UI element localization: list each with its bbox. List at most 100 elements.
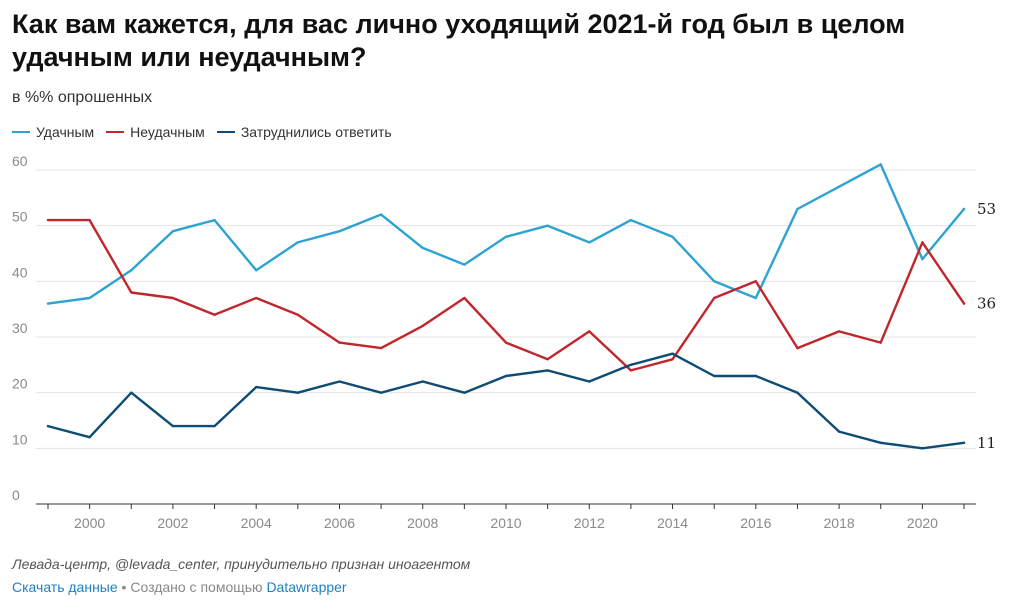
end-label-hard-to-say: 11 <box>977 434 996 452</box>
legend: Удачным Неудачным Затруднились ответить <box>12 124 392 140</box>
legend-label-successful: Удачным <box>36 124 95 140</box>
data-point-successful-1999 <box>46 302 50 305</box>
data-point-successful-2009 <box>463 263 466 266</box>
data-point-successful-2020 <box>921 257 924 261</box>
data-point-unsuccessful-2008 <box>421 324 424 328</box>
legend-label-unsuccessful: Неудачным <box>130 124 205 140</box>
x-tick-label-2020: 2020 <box>907 515 938 531</box>
data-point-unsuccessful-2012 <box>588 330 591 333</box>
data-point-successful-2001 <box>130 269 133 272</box>
legend-item-hard-to-say: Затруднились ответить <box>216 124 392 140</box>
data-point-successful-2011 <box>546 224 549 227</box>
line-chart: 0 10 20 30 40 50 60 2000 2002 2004 2006 2008 2010 201… <box>12 153 996 531</box>
x-tick-label-2002: 2002 <box>157 515 188 531</box>
data-point-hard-to-say-2003 <box>213 424 216 428</box>
made-with-text: Создано с помощью <box>130 579 263 595</box>
data-point-unsuccessful-2001 <box>130 291 133 294</box>
data-point-hard-to-say-2010 <box>504 374 508 378</box>
y-tick-label-50: 50 <box>12 209 28 225</box>
source-note: Левада-центр, @levada_center, принудител… <box>12 556 471 572</box>
data-point-unsuccessful-2016 <box>754 280 758 283</box>
data-point-successful-2000 <box>88 296 91 300</box>
data-point-unsuccessful-2006 <box>338 341 341 344</box>
data-point-unsuccessful-2000 <box>88 218 91 222</box>
data-point-hard-to-say-2004 <box>254 385 258 389</box>
legend-swatch-unsuccessful <box>106 131 125 133</box>
data-point-unsuccessful-2017 <box>796 346 799 350</box>
x-tick-label-2006: 2006 <box>324 515 355 531</box>
data-point-unsuccessful-2020 <box>921 241 924 244</box>
x-tick-label-2016: 2016 <box>740 515 771 531</box>
data-point-successful-2013 <box>629 218 633 222</box>
y-tick-label-20: 20 <box>12 376 28 392</box>
series-line-successful <box>46 163 966 305</box>
download-data-link[interactable]: Скачать данные <box>12 579 118 595</box>
data-point-successful-2008 <box>421 246 424 250</box>
data-point-successful-2019 <box>879 163 882 166</box>
data-point-hard-to-say-2021 <box>962 441 966 444</box>
y-tick-label-60: 60 <box>12 153 28 169</box>
x-tick-label-2000: 2000 <box>74 515 105 531</box>
end-label-successful: 53 <box>977 200 996 218</box>
data-point-hard-to-say-2009 <box>463 391 466 394</box>
data-point-successful-2007 <box>379 213 383 216</box>
data-point-hard-to-say-2018 <box>837 430 841 433</box>
data-point-successful-2003 <box>213 218 216 222</box>
data-point-unsuccessful-2021 <box>962 302 966 305</box>
series-line-hard-to-say <box>46 352 966 450</box>
x-tick-label-2014: 2014 <box>657 515 688 531</box>
data-point-hard-to-say-2005 <box>296 391 300 394</box>
data-point-unsuccessful-2010 <box>504 341 508 344</box>
data-point-hard-to-say-2020 <box>921 447 924 450</box>
footer-separator: • <box>121 579 127 595</box>
data-point-hard-to-say-2014 <box>671 352 674 355</box>
data-point-unsuccessful-2014 <box>671 358 674 361</box>
x-tick-label-2004: 2004 <box>241 515 272 531</box>
datawrapper-link[interactable]: Datawrapper <box>266 579 347 595</box>
data-point-unsuccessful-2009 <box>463 296 466 300</box>
data-point-successful-2010 <box>504 235 508 238</box>
y-tick-label-10: 10 <box>12 431 28 447</box>
data-point-successful-2004 <box>254 269 258 272</box>
data-point-unsuccessful-1999 <box>46 218 50 222</box>
data-point-hard-to-say-2013 <box>629 363 633 367</box>
data-point-hard-to-say-2011 <box>546 369 549 372</box>
data-point-unsuccessful-2007 <box>379 346 383 350</box>
data-point-unsuccessful-2018 <box>837 330 841 333</box>
series-line-unsuccessful <box>46 218 966 372</box>
chart-subtitle: в %% опрошенных <box>12 89 153 106</box>
legend-item-unsuccessful: Неудачным <box>106 124 205 140</box>
data-point-unsuccessful-2003 <box>213 313 216 316</box>
data-point-hard-to-say-2006 <box>338 380 341 383</box>
data-point-hard-to-say-2017 <box>796 391 799 394</box>
x-tick-label-2008: 2008 <box>407 515 438 531</box>
data-point-unsuccessful-2011 <box>546 358 549 361</box>
x-tick-label-2010: 2010 <box>490 515 521 531</box>
legend-item-successful: Удачным <box>12 124 94 140</box>
y-tick-label-30: 30 <box>12 320 28 336</box>
data-point-hard-to-say-2016 <box>754 374 758 378</box>
data-point-hard-to-say-2012 <box>588 380 591 383</box>
data-point-hard-to-say-2000 <box>88 436 91 439</box>
data-point-unsuccessful-2002 <box>171 296 175 300</box>
chart-title: Как вам кажется, для вас лично уходящий … <box>12 9 906 72</box>
data-point-hard-to-say-2008 <box>421 380 424 383</box>
data-point-successful-2015 <box>712 280 716 283</box>
data-point-hard-to-say-2015 <box>712 374 716 378</box>
data-point-unsuccessful-2013 <box>629 369 633 372</box>
data-point-unsuccessful-2019 <box>879 341 882 344</box>
data-point-successful-2018 <box>837 185 841 188</box>
data-point-successful-2006 <box>338 230 341 233</box>
legend-swatch-successful <box>12 131 30 133</box>
data-point-successful-2002 <box>171 230 175 233</box>
legend-label-hard-to-say: Затруднились ответить <box>240 124 392 140</box>
data-point-hard-to-say-1999 <box>46 424 50 428</box>
data-point-hard-to-say-2007 <box>379 391 383 394</box>
x-tick-label-2018: 2018 <box>824 515 855 531</box>
data-point-successful-2014 <box>671 235 674 238</box>
data-point-successful-2012 <box>588 241 591 244</box>
end-label-unsuccessful: 36 <box>977 295 996 313</box>
data-point-hard-to-say-2019 <box>879 441 882 444</box>
y-tick-label-0: 0 <box>12 487 20 503</box>
footer: Скачать данные • Создано с помощью Dataw… <box>12 579 347 595</box>
